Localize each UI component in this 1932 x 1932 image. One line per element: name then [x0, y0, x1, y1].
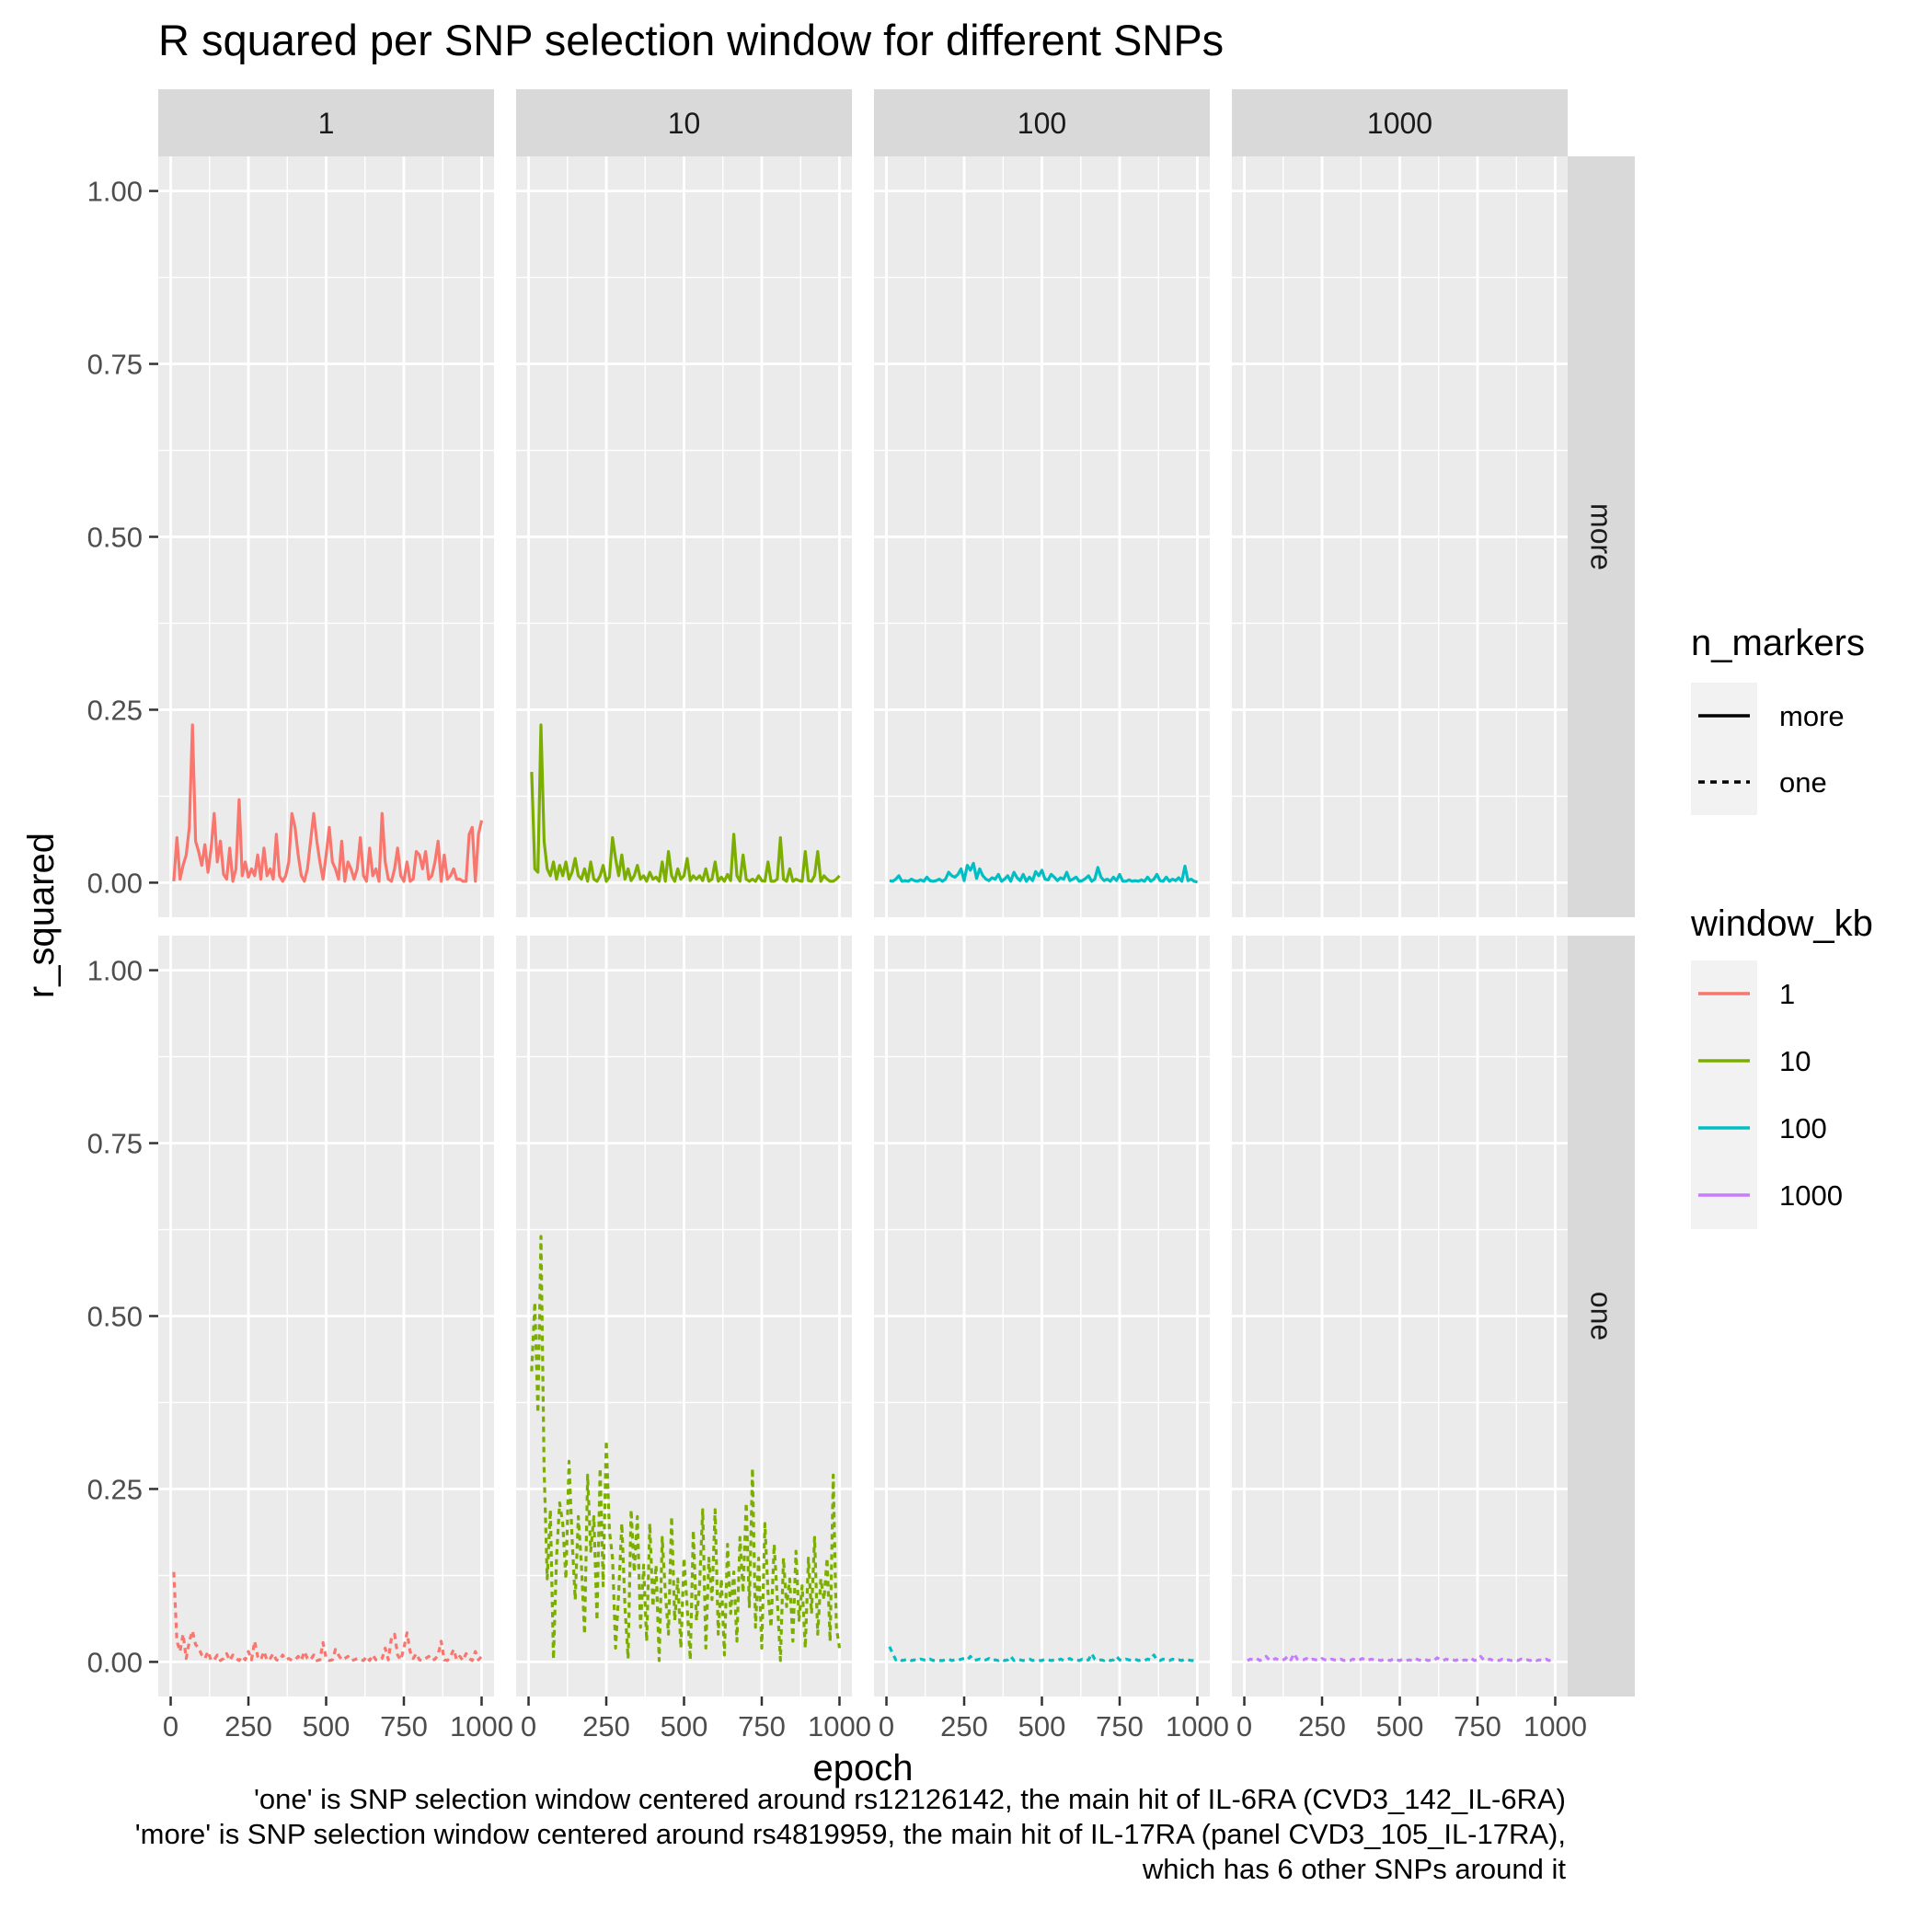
- legend-label-1: 1: [1779, 978, 1795, 1010]
- x-tick-label: 1000: [1166, 1710, 1229, 1742]
- x-tick-label: 0: [521, 1710, 536, 1742]
- x-tick-label: 0: [163, 1710, 178, 1742]
- caption-line-1: 'one' is SNP selection window centered a…: [254, 1783, 1566, 1815]
- y-tick-label: 0.50: [87, 522, 143, 554]
- series-line-10-one: [530, 1235, 842, 1662]
- facet-strip-row: [1568, 156, 1635, 917]
- caption-line-3: which has 6 other SNPs around it: [1142, 1853, 1566, 1885]
- facet-panel: [874, 936, 1210, 1696]
- x-tick-label: 250: [224, 1710, 272, 1742]
- facet-panel: [516, 156, 852, 917]
- facet-panel: [1232, 156, 1568, 917]
- facet-grid: 1 10 100 1000 more one 0.00 0.25 0.50 0.75 1.00 0.0…: [87, 89, 1635, 1742]
- x-tick-label: 500: [661, 1710, 708, 1742]
- x-tick-label: 1000: [1524, 1710, 1587, 1742]
- y-tick-label: 0.75: [87, 1128, 143, 1160]
- legend-label-10: 10: [1779, 1045, 1811, 1077]
- facet-panel: [1232, 936, 1568, 1696]
- series-line-100-more: [889, 861, 1198, 884]
- x-tick-label: 0: [1236, 1710, 1252, 1742]
- facet-strip-col: [874, 89, 1210, 156]
- x-tick-label: 250: [1298, 1710, 1346, 1742]
- caption-line-2: 'more' is SNP selection window centered …: [135, 1818, 1566, 1850]
- y-tick-label: 0.25: [87, 694, 143, 726]
- y-tick-label: 0.25: [87, 1473, 143, 1505]
- series-line-1-more: [172, 723, 484, 883]
- y-tick-label: 0.00: [87, 1646, 143, 1678]
- facet-strip-col-label: 10: [668, 107, 701, 140]
- x-tick-label: 750: [738, 1710, 786, 1742]
- y-tick-label: 0.00: [87, 867, 143, 899]
- facet-panel: [158, 156, 494, 917]
- x-tick-label: 750: [1454, 1710, 1501, 1742]
- x-tick-label: 500: [303, 1710, 351, 1742]
- x-tick-label: 250: [582, 1710, 630, 1742]
- x-tick-label: 0: [879, 1710, 894, 1742]
- x-tick-label: 1000: [808, 1710, 871, 1742]
- facet-strip-col-label: 1: [318, 107, 335, 140]
- x-tick-label: 750: [380, 1710, 428, 1742]
- facet-panel: [158, 936, 494, 1696]
- facet-strip-col-label: 1000: [1367, 107, 1432, 140]
- facet-strip-row: [1568, 936, 1635, 1696]
- x-axis-label: epoch: [813, 1748, 914, 1788]
- legend-title-window-kb: window_kb: [1690, 903, 1873, 944]
- legend-label-more: more: [1779, 700, 1845, 732]
- series-line-1000-one: [1247, 1651, 1556, 1662]
- legend-label-1000: 1000: [1779, 1179, 1843, 1212]
- y-tick-label: 1.00: [87, 176, 143, 208]
- facet-strip-row-label: more: [1585, 503, 1618, 570]
- caption: 'one' is SNP selection window centered a…: [135, 1783, 1567, 1885]
- y-tick-label: 0.50: [87, 1301, 143, 1333]
- legend-label-one: one: [1779, 766, 1827, 799]
- facet-strip-col: [158, 89, 494, 156]
- facet-strip-col: [516, 89, 852, 156]
- x-tick-label: 750: [1096, 1710, 1144, 1742]
- legend-label-100: 100: [1779, 1112, 1827, 1144]
- y-tick-label: 0.75: [87, 349, 143, 381]
- y-tick-label: 1.00: [87, 955, 143, 987]
- y-axis-label: r_squared: [21, 833, 62, 998]
- x-tick-label: 1000: [450, 1710, 513, 1742]
- x-tick-label: 500: [1018, 1710, 1066, 1742]
- x-tick-label: 250: [940, 1710, 988, 1742]
- series-line-100-one: [888, 1646, 1198, 1662]
- legend-title-n-markers: n_markers: [1691, 623, 1865, 663]
- x-tick-label: 500: [1376, 1710, 1424, 1742]
- facet-panel: [874, 156, 1210, 917]
- facet-strip-col: [1232, 89, 1568, 156]
- chart-title: R squared per SNP selection window for d…: [158, 16, 1224, 64]
- series-line-10-more: [530, 723, 841, 883]
- facet-strip-col-label: 100: [1018, 107, 1066, 140]
- facet-strip-row-label: one: [1585, 1292, 1618, 1340]
